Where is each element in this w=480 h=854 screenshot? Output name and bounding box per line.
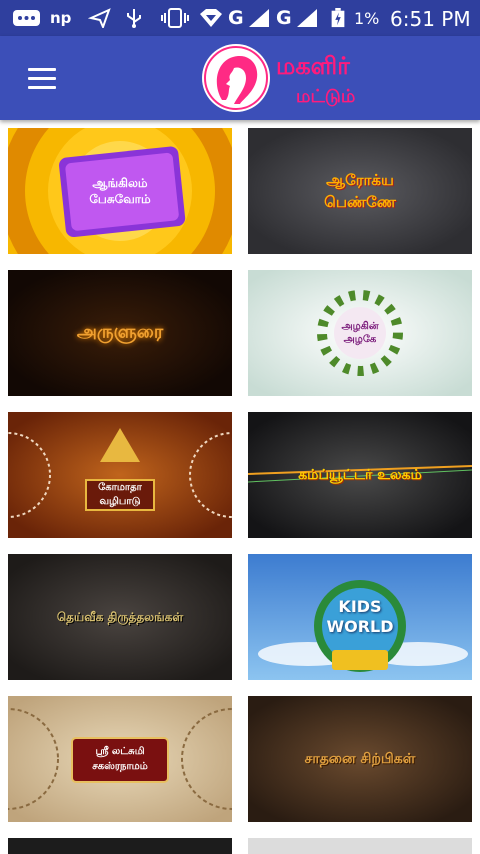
tile-title: ஆரோக்ய பெண்ணே [324,171,396,211]
tile-title: KIDS WORLD [326,597,394,636]
battery-percent: 1% [354,9,380,28]
usb-icon [127,9,141,28]
message-icon [13,10,40,26]
tile-artwork [8,428,232,518]
app-logo: மகளிர் மட்டும் [202,42,392,114]
carrier-1: G [228,7,244,29]
np-icon: np [50,9,72,27]
program-tile[interactable]: ஆரோக்ய பெண்ணே [248,128,472,254]
signal-icon [249,9,269,27]
signal-icon [297,9,317,27]
program-tile[interactable] [8,838,232,854]
logo-woman-icon [202,44,270,112]
logo-title-line-1: மகளிர் [276,52,350,80]
tile-title: ஆங்கிலம் பேசுவோம் [89,176,151,206]
vibrate-icon [161,8,189,28]
svg-text:np: np [50,9,72,27]
tile-artwork [8,128,232,254]
tile-artwork [248,465,472,483]
program-grid: ஆங்கிலம் பேசுவோம் ஆரோக்ய பெண்ணே அருளுரை … [0,120,480,854]
status-bar: np G G 1% 6:51 PM [0,0,480,36]
tile-artwork [8,708,232,810]
hamburger-menu-icon[interactable] [18,58,62,98]
program-tile[interactable] [248,838,472,854]
program-tile[interactable]: கம்ப்யூட்டர் உலகம் [248,412,472,538]
logo-title-line-2: மட்டும் [296,86,356,107]
carrier-2: G [276,7,292,29]
battery-icon [331,8,345,28]
tile-title: சாதனை சிற்பிகள் [304,751,416,767]
program-tile[interactable]: சாதனை சிற்பிகள் [248,696,472,822]
tile-artwork [317,290,403,376]
hotspot-icon [200,9,222,27]
app-bar: மகளிர் மட்டும் [0,36,480,120]
clock: 6:51 PM [390,7,471,31]
tile-title: கம்ப்யூட்டர் உலகம் [298,467,422,483]
tile-artwork [258,580,468,672]
tile-title: அருளுரை [76,321,164,343]
program-tile[interactable]: KIDS WORLD [248,554,472,680]
tile-title: ஸ்ரீ லட்சுமி சகஸ்ரநாமம் [92,746,148,772]
tile-title: தெய்வீக திருத்தலங்கள் [56,610,184,624]
tile-title: கோமாதா வழிபாடு [98,482,142,508]
program-tile[interactable]: கோமாதா வழிபாடு [8,412,232,538]
program-tile[interactable]: தெய்வீக திருத்தலங்கள் [8,554,232,680]
program-tile[interactable]: அழகின் அழகே [248,270,472,396]
program-tile[interactable]: ஸ்ரீ லட்சுமி சகஸ்ரநாமம் [8,696,232,822]
program-tile[interactable]: அருளுரை [8,270,232,396]
nav-icon [88,8,111,28]
program-tile[interactable]: ஆங்கிலம் பேசுவோம் [8,128,232,254]
tile-title: அழகின் அழகே [341,321,379,345]
